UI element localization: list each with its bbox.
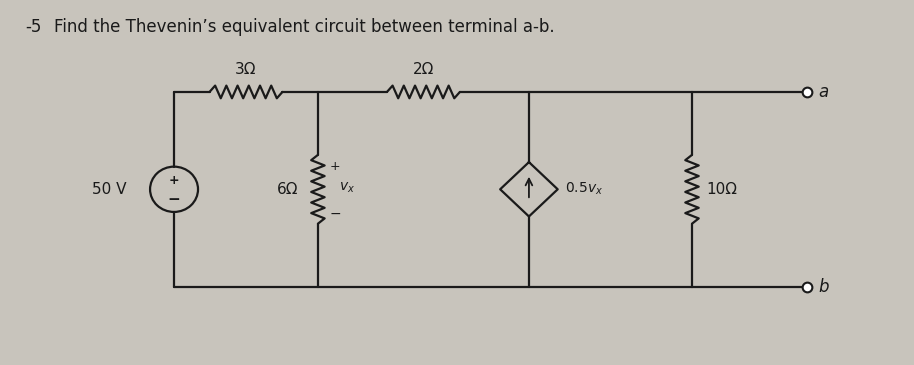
Text: 50 V: 50 V [91,182,126,197]
Text: a: a [819,83,829,101]
Text: $0.5v_x$: $0.5v_x$ [566,181,603,197]
Text: -5: -5 [26,18,42,36]
Text: Find the Thevenin’s equivalent circuit between terminal a-b.: Find the Thevenin’s equivalent circuit b… [54,18,555,36]
Text: 6Ω: 6Ω [277,182,299,197]
Text: 2Ω: 2Ω [413,62,434,77]
Text: 3Ω: 3Ω [235,62,257,77]
Text: $v_x$: $v_x$ [339,180,356,195]
Text: −: − [329,207,341,221]
Text: +: + [169,174,179,187]
Text: b: b [819,278,829,296]
Text: −: − [167,192,180,207]
Text: 10Ω: 10Ω [707,182,738,197]
Text: +: + [329,160,340,173]
